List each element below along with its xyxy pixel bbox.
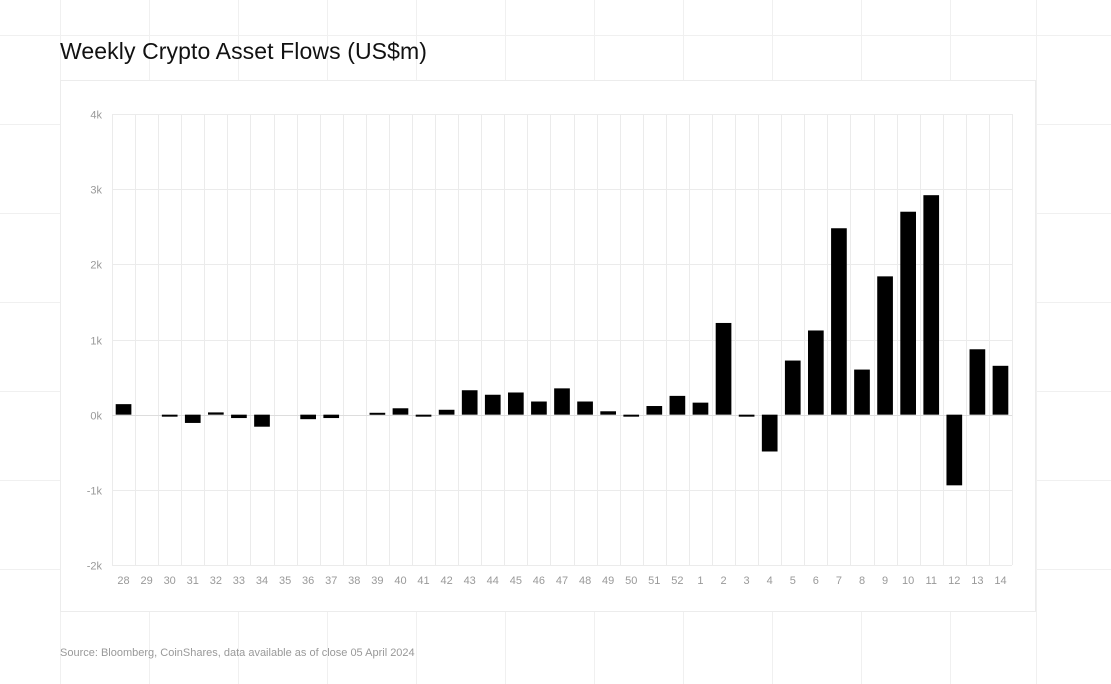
x-tick-label: 28	[117, 575, 129, 587]
bar-week-33	[231, 414, 247, 419]
x-tick-label: 33	[233, 575, 245, 587]
y-tick-label: 2k	[90, 260, 102, 272]
y-tick-label: 3k	[90, 185, 102, 197]
x-tick-label: 8	[859, 575, 865, 587]
bar-week-30	[161, 414, 178, 417]
bar-week-6	[808, 330, 824, 415]
x-tick-label: 40	[394, 575, 406, 587]
x-tick-label: 11	[926, 575, 937, 587]
x-tick-label: 47	[556, 575, 568, 587]
bar-week-43	[461, 390, 478, 415]
bar-week-7	[831, 228, 847, 415]
y-tick-label: 4k	[90, 110, 102, 122]
x-tick-label: 29	[140, 575, 152, 587]
bar-week-48	[577, 401, 593, 415]
bar-week-3	[738, 414, 755, 417]
bar-week-12	[946, 414, 963, 486]
bar-week-49	[600, 411, 616, 415]
x-tick-labels: 28 29 30 31 32 33 34 35 36 37 38 39 40 41 42 43 44 45 46 47…	[117, 575, 1006, 587]
x-tick-label: 41	[417, 575, 429, 587]
x-tick-label: 49	[602, 575, 614, 587]
x-tick-label: 37	[325, 575, 337, 587]
x-tick-label: 52	[671, 575, 683, 587]
bar-week-9	[877, 276, 893, 415]
bar-week-13	[969, 349, 986, 415]
x-tick-label: 13	[971, 575, 983, 587]
bar-week-11	[923, 195, 940, 415]
x-tick-label: 45	[510, 575, 522, 587]
bar-week-39	[369, 412, 386, 415]
bar-week-41	[415, 414, 432, 417]
bar-week-46	[531, 401, 547, 415]
bar-week-51	[646, 406, 663, 415]
x-tick-label: 44	[487, 575, 499, 587]
x-tick-label: 31	[187, 575, 199, 587]
bar-week-36	[300, 414, 316, 420]
x-tick-label: 50	[625, 575, 637, 587]
x-tick-label: 42	[440, 575, 452, 587]
x-tick-label: 1	[697, 575, 703, 587]
chart-title: Weekly Crypto Asset Flows (US$m)	[60, 38, 428, 64]
bar-week-2	[715, 322, 732, 415]
x-tick-label: 6	[813, 575, 819, 587]
x-tick-label: 4	[767, 575, 773, 587]
bar-week-5	[784, 360, 801, 415]
x-tick-label: 39	[371, 575, 383, 587]
x-tick-label: 36	[302, 575, 314, 587]
x-tick-label: 30	[164, 575, 176, 587]
x-tick-label: 3	[744, 575, 750, 587]
x-tick-label: 14	[994, 575, 1006, 587]
bar-week-42	[438, 409, 455, 415]
bar-week-50	[623, 414, 640, 417]
bar-week-8	[854, 369, 870, 415]
bars	[115, 195, 1009, 486]
bar-week-14	[992, 365, 1009, 415]
chart-panel	[60, 80, 1036, 612]
bar-week-31	[184, 414, 201, 423]
y-tick-label: -1k	[87, 486, 103, 498]
bar-week-47	[554, 388, 570, 415]
x-tick-label: 43	[464, 575, 476, 587]
x-tick-label: 12	[948, 575, 960, 587]
x-tick-label: 5	[790, 575, 796, 587]
x-tick-label: 9	[882, 575, 888, 587]
horizontal-gridlines: -2k -1k 0k 1k 2k 3k 4k	[87, 110, 1012, 573]
x-tick-label: 38	[348, 575, 360, 587]
x-tick-label: 32	[210, 575, 222, 587]
x-tick-label: 46	[533, 575, 545, 587]
bar-week-44	[484, 394, 501, 415]
source-note: Source: Bloomberg, CoinShares, data avai…	[60, 647, 415, 659]
x-tick-label: 2	[720, 575, 726, 587]
bar-week-4	[761, 414, 778, 452]
bar-week-32	[208, 412, 224, 415]
x-tick-label: 34	[256, 575, 268, 587]
x-tick-label: 10	[902, 575, 914, 587]
x-tick-label: 7	[836, 575, 842, 587]
y-tick-label: 1k	[90, 336, 102, 348]
y-tick-label: -2k	[87, 561, 103, 573]
bar-week-10	[900, 211, 916, 415]
bar-week-28	[115, 404, 132, 415]
bar-week-37	[323, 414, 340, 419]
bar-week-1	[692, 402, 709, 415]
bar-week-34	[254, 414, 270, 427]
bar-week-45	[508, 392, 524, 415]
bar-week-40	[392, 408, 409, 415]
x-tick-label: 48	[579, 575, 591, 587]
y-tick-label: 0k	[90, 411, 102, 423]
bar-week-52	[669, 395, 686, 415]
x-tick-label: 51	[648, 575, 660, 587]
x-tick-label: 35	[279, 575, 291, 587]
